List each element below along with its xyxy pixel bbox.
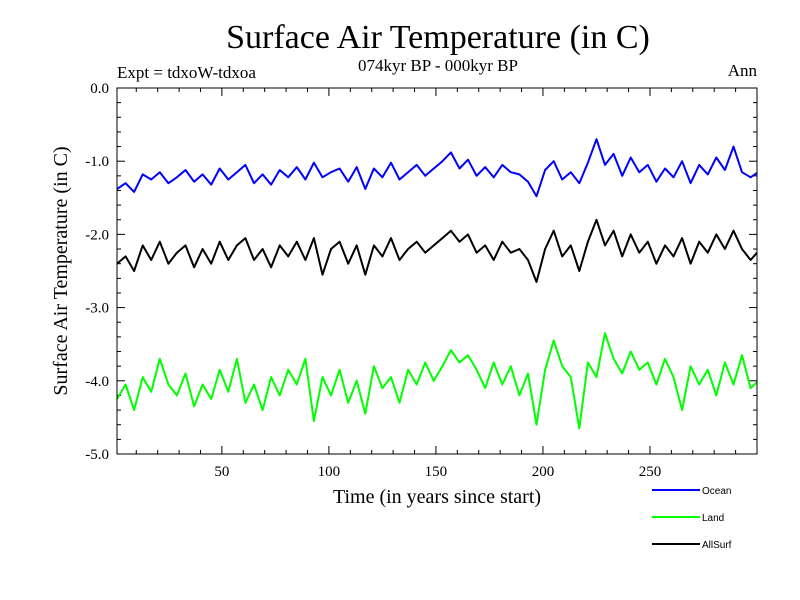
legend-label-ocean: Ocean [702,486,731,497]
plot-frame [116,87,758,455]
y-tick-label: -2.0 [85,227,109,243]
x-tick-label: 250 [639,464,662,480]
x-tick-label: 150 [425,464,448,480]
series-line-land [116,332,758,430]
y-axis-ticks: 0.0 -1.0 -2.0 -3.0 -4.0 -5.0 [85,81,757,463]
x-tick-label: 200 [532,464,555,480]
legend: Ocean Land AllSurf [652,486,732,551]
x-tick-label: 50 [214,464,229,480]
season-note: Ann [728,61,758,80]
chart-subtitle: 074kyr BP - 000kyr BP [358,56,518,75]
y-tick-label: -1.0 [85,154,109,170]
experiment-note: Expt = tdxoW-tdxoa [117,63,256,82]
chart-title: Surface Air Temperature (in C) [226,19,650,56]
series-lines [116,138,758,430]
x-tick-label: 100 [318,464,341,480]
x-axis-label: Time (in years since start) [333,486,541,508]
series-line-allsurf [116,218,758,283]
y-tick-label: -3.0 [85,301,109,317]
y-tick-label: -4.0 [85,374,109,390]
x-axis-ticks: 50 100 150 200 250 [135,88,737,480]
legend-label-land: Land [702,513,724,524]
legend-label-allsurf: AllSurf [702,540,732,551]
y-tick-label: -5.0 [85,447,109,463]
series-line-ocean [116,138,758,198]
y-tick-label: 0.0 [90,81,109,97]
y-axis-label: Surface Air Temperature (in C) [50,146,72,395]
